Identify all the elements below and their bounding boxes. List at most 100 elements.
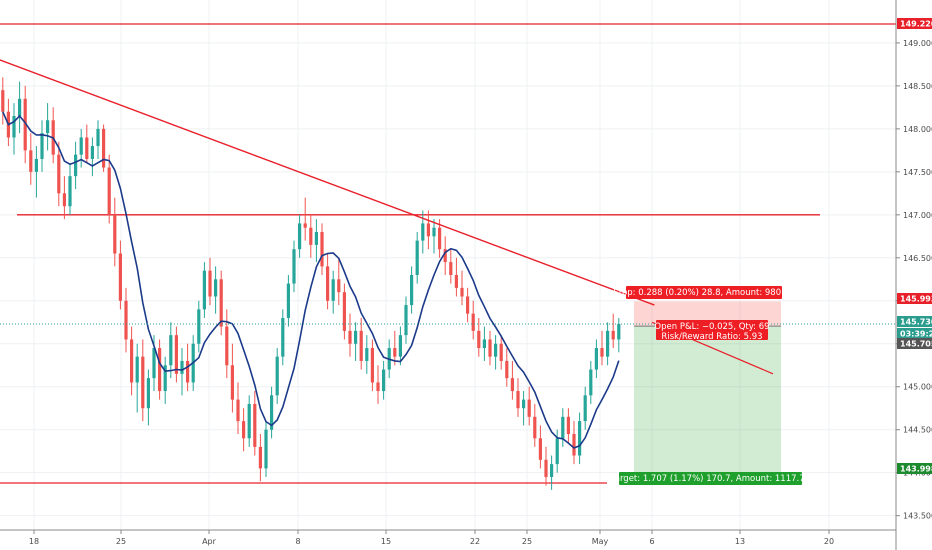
candle-body [270, 395, 274, 430]
price-badge [897, 338, 932, 349]
candle-body [583, 395, 587, 422]
candle-body [118, 253, 122, 301]
candle-body [527, 399, 531, 417]
stop-label: Stop: 0.288 (0.20%) 28.8, Amount: 980.13 [613, 286, 795, 299]
candle-body [214, 279, 218, 297]
tick-label-x: 25 [522, 537, 532, 546]
candle-body [421, 223, 425, 241]
tick-label-x: 15 [381, 537, 391, 546]
candle-body [572, 434, 576, 456]
candle-body [566, 416, 570, 435]
target-label-bg [619, 472, 802, 485]
candle-body [348, 330, 352, 344]
candle-body [354, 330, 358, 344]
candle-body [365, 348, 369, 361]
candle-body [197, 309, 201, 344]
candle-body [158, 348, 162, 392]
candle-body [169, 335, 173, 366]
price-badge-text: 145.993 [900, 295, 932, 304]
candle-body [516, 391, 520, 409]
candle-body [180, 360, 184, 374]
stop-label-text: Stop: 0.288 (0.20%) 28.8, Amount: 980.13 [613, 288, 794, 298]
candle-body [174, 335, 178, 374]
candle-body [242, 421, 246, 439]
candle-body [404, 305, 408, 336]
candle-body [494, 343, 498, 357]
candle-body [146, 378, 150, 409]
pnl-label-text: Risk/Reward Ratio: 5.93 [661, 332, 762, 342]
stop-label-bg [626, 286, 782, 299]
candle-body [253, 403, 257, 447]
price-badge-text: 145.705 [900, 340, 932, 349]
candle-body [46, 120, 50, 134]
candle-body [34, 158, 38, 172]
candle-body [454, 274, 458, 288]
tick-label-y: 149.000 [903, 39, 932, 48]
candle-body [482, 339, 486, 349]
tick-label-x: Apr [202, 537, 217, 546]
candle-body [186, 360, 190, 383]
pnl-label-bg [656, 320, 768, 340]
target-label-text: Target: 1.707 (1.17%) 170.7, Amount: 111… [610, 474, 810, 484]
candle-body [460, 287, 464, 297]
candle-body [62, 193, 66, 207]
target-zone [634, 326, 781, 473]
price-badge [897, 293, 932, 304]
candle-body [286, 283, 290, 318]
candle-body [275, 356, 279, 396]
candle-body [18, 98, 22, 116]
candle-body [124, 300, 128, 340]
tick-label-y: 147.000 [903, 211, 932, 220]
candle-body [578, 421, 582, 456]
position-labels: Stop: 0.288 (0.20%) 28.8, Amount: 980.13… [610, 286, 810, 485]
candle-body [376, 382, 380, 392]
ma-line [2, 111, 620, 449]
tick-label-y: 143.500 [903, 512, 932, 521]
candle-body [12, 115, 16, 138]
candle-body [550, 464, 554, 477]
moving-average [2, 111, 620, 449]
tick-label-y: 145.000 [903, 383, 932, 392]
candle-body [303, 223, 307, 228]
candle-body [337, 279, 341, 293]
tick-label-x: 13 [735, 537, 745, 546]
tick-label-y: 146.500 [903, 254, 932, 263]
candle-body [326, 266, 330, 301]
candle-body [247, 403, 251, 439]
price-badge-text: 03:39:23 [900, 330, 932, 339]
candle-body [314, 232, 318, 245]
candle-body [342, 292, 346, 331]
candle-body [258, 446, 262, 469]
candle-body [510, 378, 514, 392]
candle-body [225, 326, 229, 366]
candle-body [219, 279, 223, 327]
tick-label-x: 8 [295, 537, 300, 546]
candle-body [135, 356, 139, 383]
candle-body [600, 348, 604, 357]
tick-label-x: 20 [824, 537, 834, 546]
target-label: Target: 1.707 (1.17%) 170.7, Amount: 111… [610, 472, 810, 485]
candle-body [505, 360, 509, 379]
candle-body [359, 330, 363, 361]
candle-body [617, 323, 621, 340]
candle-body [410, 274, 414, 306]
price-badge [897, 328, 932, 339]
candle-body [309, 227, 313, 245]
candle-body [449, 262, 453, 275]
price-badge [897, 316, 932, 327]
candle-body [79, 137, 83, 155]
candle-body [393, 348, 397, 357]
price-badge-text: 149.220 [900, 20, 932, 29]
candle-body [561, 416, 565, 439]
candle-body [488, 339, 492, 357]
candle-body [443, 249, 447, 263]
candle-body [202, 270, 206, 310]
price-badges: 149.220 145.993 145.730 03:39:23145.705 143.… [897, 18, 932, 474]
candle-body [102, 128, 106, 168]
candle-body [90, 146, 94, 159]
candle-body [85, 137, 89, 159]
pnl-label-text: Open P&L: −0.025, Qty: 69 [654, 322, 769, 332]
candle-body [141, 356, 145, 409]
